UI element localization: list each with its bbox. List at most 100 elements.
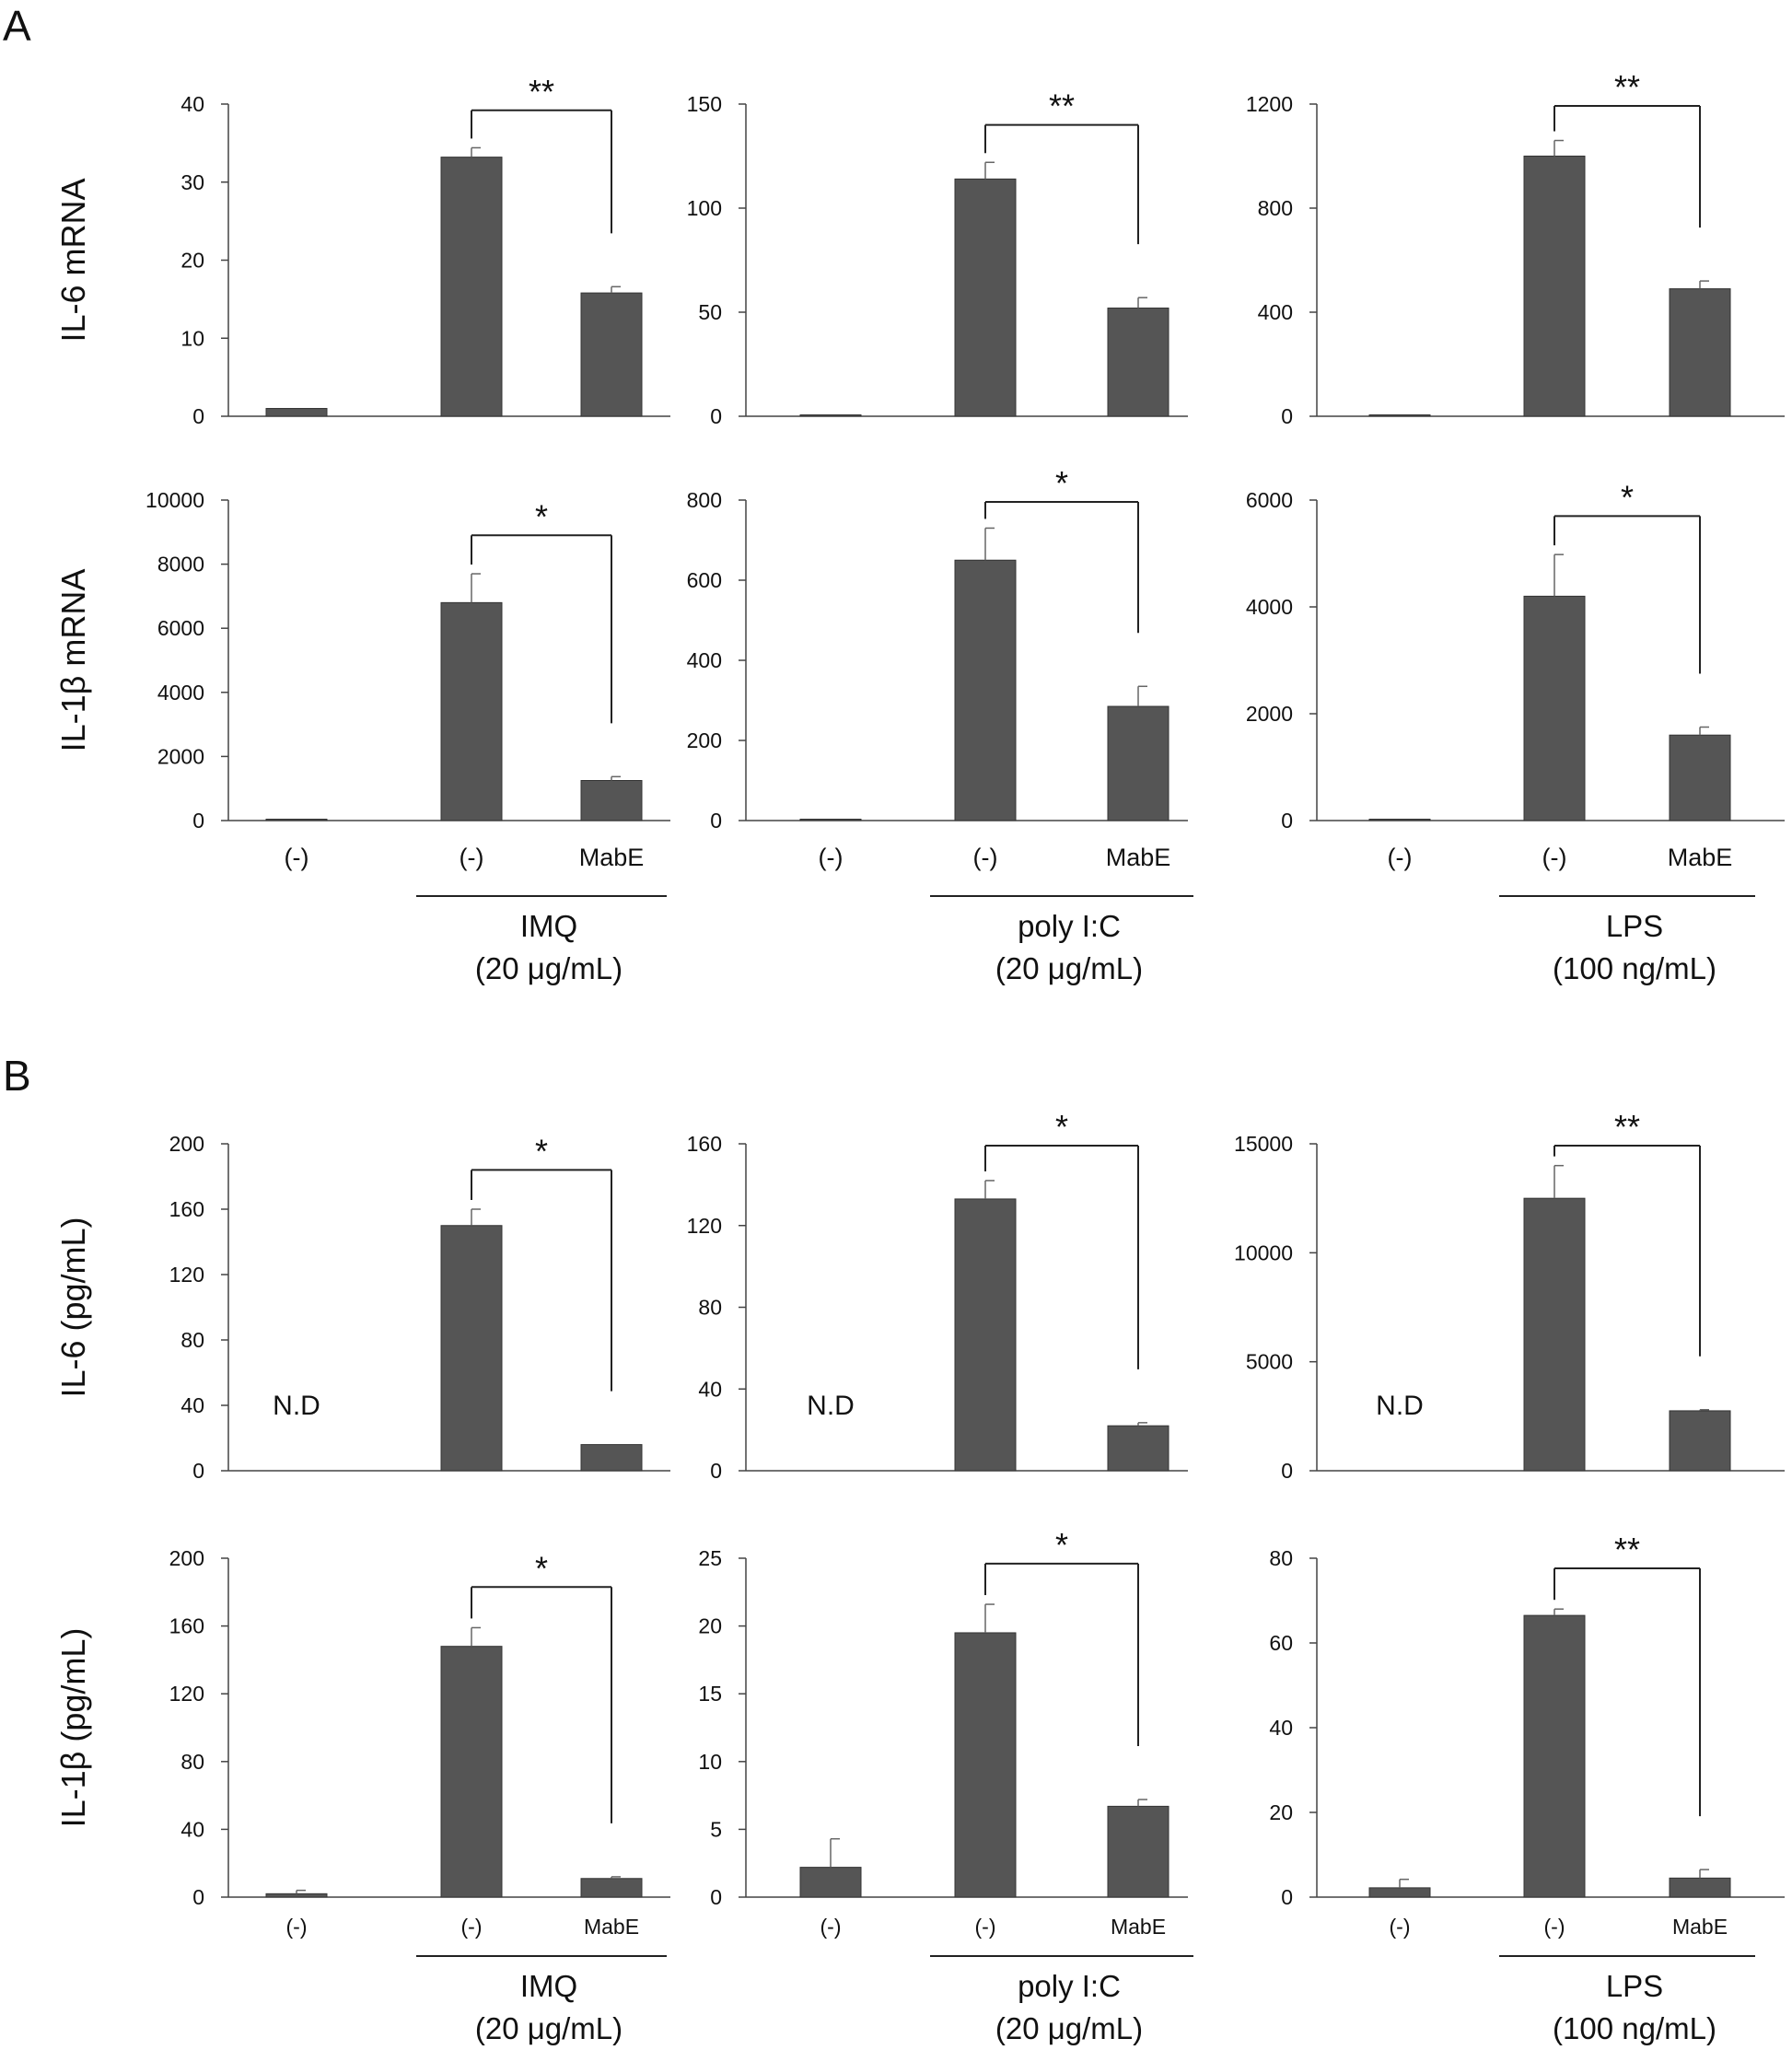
y-tick-label-4-1: 40 [180, 1817, 204, 1841]
y-tick-label-4-3: 20 [1269, 1800, 1293, 1824]
bar-2-1-1 [265, 819, 328, 821]
y-tick-label-4-2: 5 [710, 1817, 722, 1841]
significance-2-3: * [1621, 478, 1634, 516]
significance-4-3: ** [1614, 1531, 1640, 1568]
y-tick-label-4-2: 10 [698, 1750, 722, 1774]
y-tick-label-3-3: 5000 [1246, 1350, 1293, 1374]
significance-1-1: ** [529, 73, 554, 111]
treatment-name-A-3: LPS [1606, 909, 1663, 943]
category-label-2-2-2: (-) [973, 844, 998, 871]
y-tick-label-1-1: 40 [180, 92, 204, 116]
y-tick-label-4-3: 0 [1281, 1885, 1293, 1909]
y-tick-label-1-3: 1200 [1246, 92, 1293, 116]
category-label-2-2-1: (-) [819, 844, 844, 871]
bar-4-2-1 [799, 1867, 862, 1898]
y-tick-label-1-1: 20 [180, 249, 204, 273]
category-label-2-2-3: MabE [1106, 844, 1171, 871]
significance-2-1: * [535, 497, 548, 535]
bar-4-1-2 [440, 1646, 503, 1898]
y-tick-label-4-3: 60 [1269, 1631, 1293, 1655]
bar-2-1-3 [580, 780, 643, 821]
y-tick-label-4-1: 80 [180, 1750, 204, 1774]
y-tick-label-2-1: 10000 [145, 488, 204, 512]
row-label-2: IL-1β mRNA [54, 569, 92, 752]
y-tick-label-1-1: 0 [192, 404, 204, 428]
bar-2-2-1 [799, 819, 862, 821]
y-tick-label-2-3: 6000 [1246, 488, 1293, 512]
bar-4-1-3 [580, 1878, 643, 1898]
significance-3-2: * [1055, 1108, 1068, 1146]
category-label-2-1-1: (-) [285, 844, 309, 871]
category-label-4-3-3: MabE [1672, 1915, 1728, 1939]
y-tick-label-1-3: 400 [1258, 300, 1293, 324]
bar-4-1-1 [265, 1893, 328, 1898]
bar-3-3-2 [1523, 1197, 1586, 1472]
y-tick-label-4-2: 20 [698, 1614, 722, 1638]
y-tick-label-2-1: 4000 [157, 681, 204, 705]
bar-4-3-1 [1368, 1887, 1431, 1898]
bar-4-2-2 [954, 1632, 1017, 1898]
row-label-3: IL-6 (pg/mL) [54, 1217, 92, 1397]
y-tick-label-4-1: 160 [169, 1614, 204, 1638]
y-tick-label-2-2: 400 [687, 648, 722, 672]
nd-label-3-1: N.D [273, 1391, 320, 1421]
y-tick-label-1-2: 0 [710, 404, 722, 428]
category-label-4-1-3: MabE [584, 1915, 639, 1939]
panel-letter-a: A [3, 2, 31, 50]
row-label-4: IL-1β (pg/mL) [54, 1628, 92, 1828]
significance-4-2: * [1055, 1526, 1068, 1564]
y-tick-label-4-1: 0 [192, 1885, 204, 1909]
category-label-4-1-2: (-) [461, 1915, 483, 1939]
y-tick-label-3-1: 40 [180, 1393, 204, 1417]
bar-4-3-3 [1669, 1877, 1731, 1898]
bar-2-3-2 [1523, 595, 1586, 821]
nd-label-3-3: N.D [1376, 1391, 1424, 1421]
treatment-name-A-1: IMQ [520, 909, 577, 943]
y-tick-label-3-2: 160 [687, 1132, 722, 1156]
bar-2-3-1 [1368, 819, 1431, 821]
category-label-2-3-2: (-) [1542, 844, 1567, 871]
treatment-name-A-2: poly I:C [1018, 909, 1121, 943]
bar-1-2-2 [954, 178, 1017, 417]
y-tick-label-1-1: 30 [180, 170, 204, 194]
category-label-4-3-1: (-) [1390, 1915, 1411, 1939]
y-tick-label-4-3: 80 [1269, 1546, 1293, 1570]
y-tick-label-3-1: 160 [169, 1197, 204, 1221]
nd-label-3-2: N.D [807, 1391, 855, 1421]
y-tick-label-2-2: 0 [710, 809, 722, 833]
significance-4-1: * [535, 1549, 548, 1587]
bar-2-1-2 [440, 601, 503, 821]
y-tick-label-4-2: 15 [698, 1682, 722, 1706]
category-label-2-1-3: MabE [579, 844, 645, 871]
bar-3-1-3 [580, 1444, 643, 1472]
treatment-name-B-3: LPS [1606, 1969, 1663, 2003]
y-tick-label-1-1: 10 [180, 326, 204, 350]
y-tick-label-4-3: 40 [1269, 1716, 1293, 1740]
treatment-dose-A-1: (20 μg/mL) [475, 951, 623, 985]
y-tick-label-1-3: 800 [1258, 196, 1293, 220]
significance-2-2: * [1055, 464, 1068, 502]
y-tick-label-3-1: 200 [169, 1132, 204, 1156]
y-tick-label-1-2: 50 [698, 300, 722, 324]
y-tick-label-3-1: 80 [180, 1328, 204, 1352]
category-label-2-1-2: (-) [460, 844, 484, 871]
y-tick-label-1-2: 150 [687, 92, 722, 116]
category-label-2-3-1: (-) [1388, 844, 1413, 871]
bar-3-3-3 [1669, 1410, 1731, 1472]
bar-1-3-2 [1523, 156, 1586, 417]
significance-3-3: ** [1614, 1108, 1640, 1146]
bar-1-1-1 [265, 408, 328, 417]
panel-letter-b: B [3, 1052, 31, 1100]
y-tick-label-3-3: 15000 [1234, 1132, 1293, 1156]
y-tick-label-3-2: 80 [698, 1296, 722, 1320]
y-tick-label-3-3: 0 [1281, 1459, 1293, 1483]
treatment-dose-B-1: (20 μg/mL) [475, 2011, 623, 2045]
y-tick-label-3-2: 40 [698, 1377, 722, 1401]
y-tick-label-2-3: 0 [1281, 809, 1293, 833]
bar-1-3-1 [1368, 414, 1431, 417]
y-tick-label-3-2: 0 [710, 1459, 722, 1483]
y-tick-label-2-2: 600 [687, 568, 722, 592]
bar-1-1-2 [440, 157, 503, 417]
